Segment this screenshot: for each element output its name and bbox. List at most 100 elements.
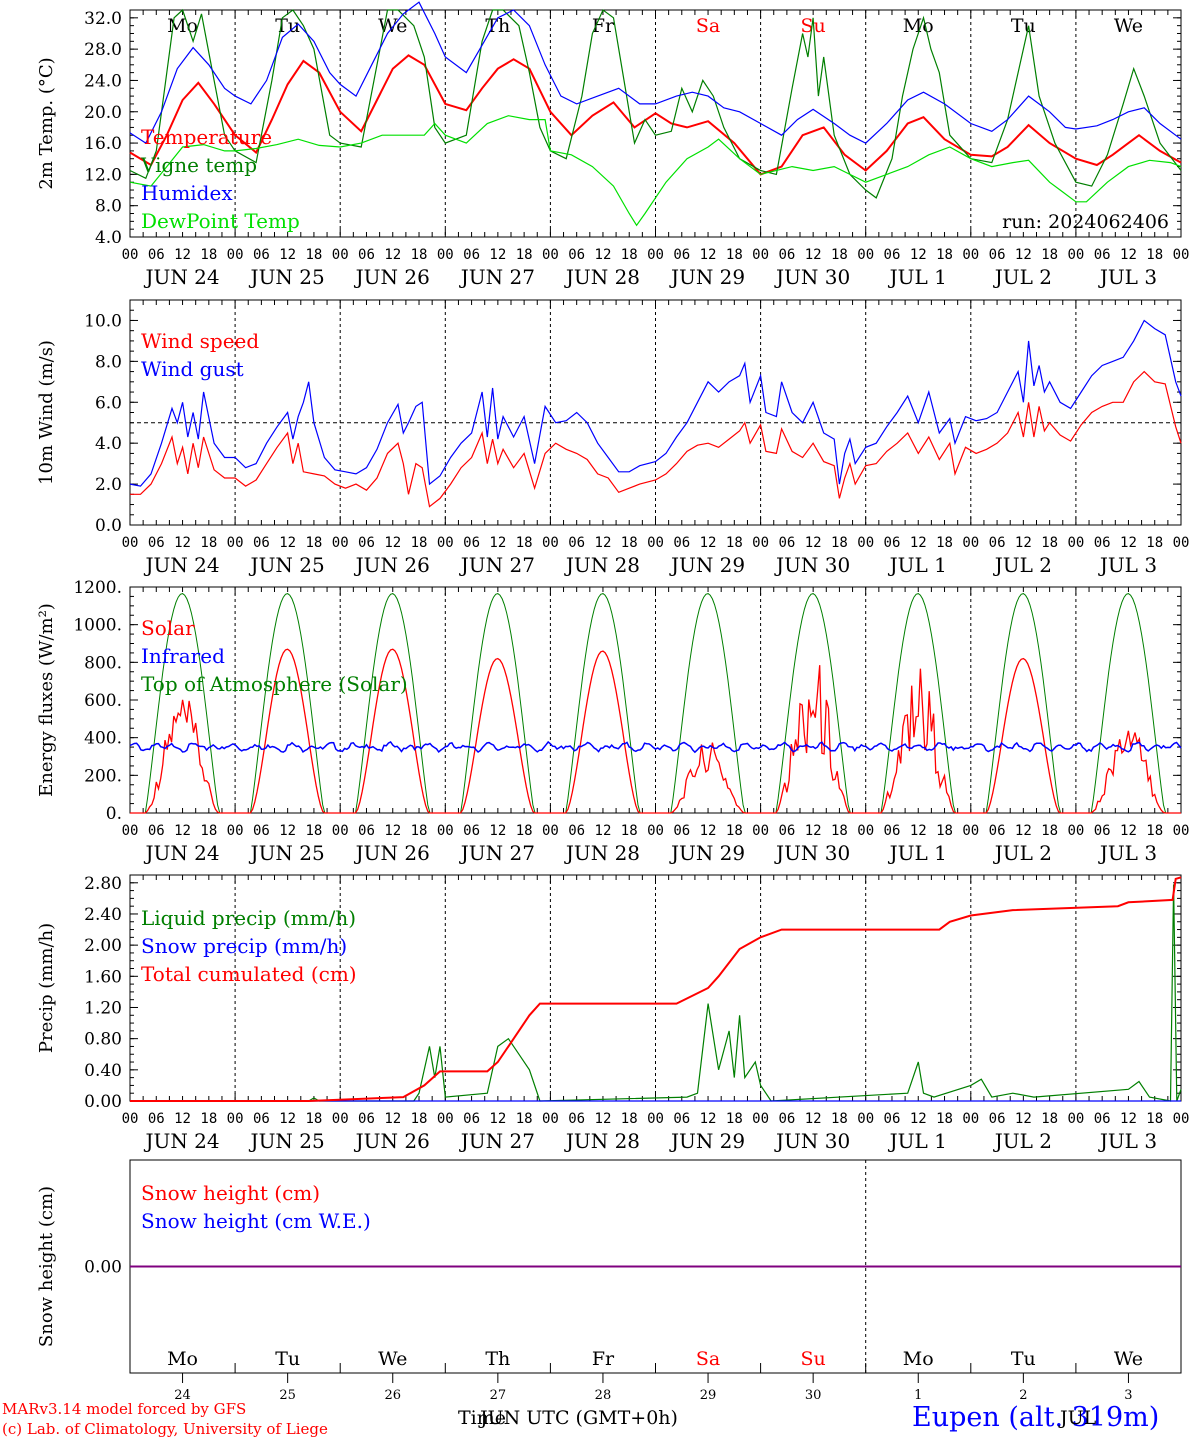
hour-tick-label: 00 [542,823,559,839]
hour-tick-label: 00 [1173,1111,1190,1127]
hour-tick-label: 18 [831,823,848,839]
hour-tick-label: 12 [489,823,506,839]
hour-tick-label: 06 [148,1111,165,1127]
hour-tick-label: 06 [884,823,901,839]
y-tick-label: 0.00 [84,1092,122,1112]
hour-tick-label: 06 [778,1111,795,1127]
y-tick-label: 20.0 [84,103,122,123]
date-label: JUN 29 [669,553,745,577]
hour-tick-label: 12 [700,535,717,551]
date-label: JUN 26 [354,1129,430,1153]
hour-tick-label: 12 [174,823,191,839]
weekday-label: Mo [903,1348,934,1370]
hour-tick-label: 12 [910,1111,927,1127]
y-tick-label: 12.0 [84,165,122,185]
hour-tick-label: 00 [647,1111,664,1127]
y-tick-label: 2.40 [84,905,122,925]
date-label: JUL 1 [888,265,947,289]
hour-tick-label: 18 [516,823,533,839]
hour-tick-label: 00 [227,247,244,263]
legend-snow-height-cm-w-e-: Snow height (cm W.E.) [141,1209,371,1233]
date-label: JUL 2 [993,265,1052,289]
legend-vigne-temp: Vigne temp [140,153,257,177]
date-label: JUL 3 [1098,265,1157,289]
date-label: JUN 26 [354,265,430,289]
hour-tick-label: 06 [673,823,690,839]
hour-tick-label: 06 [568,247,585,263]
date-label: JUN 27 [459,1129,535,1153]
hour-tick-label: 12 [910,535,927,551]
hour-tick-label: 06 [253,823,270,839]
hour-tick-label: 12 [1120,247,1137,263]
hour-tick-label: 06 [989,823,1006,839]
hour-tick-label: 06 [673,1111,690,1127]
y-tick-label: 200. [84,766,122,786]
hour-tick-label: 00 [752,1111,769,1127]
hour-tick-label: 00 [332,823,349,839]
hour-tick-label: 06 [673,535,690,551]
day-number: 29 [700,1388,717,1403]
y-tick-label: 0. [106,804,122,824]
hour-tick-label: 06 [884,247,901,263]
x-axis-subtitle: JUN UTC (GMT+0h) [480,1407,678,1429]
y-tick-label: 0.80 [84,1030,122,1050]
date-label: JUN 29 [669,1129,745,1153]
hour-tick-label: 12 [910,823,927,839]
y-tick-label: 8.0 [95,352,122,372]
hour-tick-label: 18 [831,1111,848,1127]
hour-tick-label: 12 [489,247,506,263]
hour-tick-label: 06 [253,247,270,263]
date-label: JUN 24 [143,1129,219,1153]
date-label: JUN 25 [249,553,325,577]
hour-tick-label: 12 [700,247,717,263]
hour-tick-label: 18 [831,535,848,551]
hour-tick-label: 12 [595,823,612,839]
hour-tick-label: 00 [1173,823,1190,839]
legend-wind-gust: Wind gust [141,357,244,381]
hour-tick-label: 12 [1015,1111,1032,1127]
panel-temperature: 4.0 8.0 12.0 16.0 20.0 24.0 28.0 32.0 2m Temp. (… [36,1,1189,289]
y-axis-label: Energy fluxes (W/m²) [36,603,57,797]
hour-tick-label: 18 [936,247,953,263]
y-tick-label: 2.00 [84,936,122,956]
hour-tick-label: 00 [962,823,979,839]
hour-tick-label: 00 [332,1111,349,1127]
y-tick-label: 1.20 [84,998,122,1018]
hour-tick-label: 12 [1015,823,1032,839]
hour-tick-label: 00 [227,823,244,839]
date-label: JUN 30 [774,1129,850,1153]
x-axis-title: Time [458,1407,507,1429]
hour-tick-label: 12 [384,823,401,839]
date-label: JUL 1 [888,1129,947,1153]
panel-precip: 0.00 0.40 0.80 1.20 1.60 2.00 2.40 2.80 Precip (… [36,874,1189,1153]
hour-tick-label: 06 [253,535,270,551]
hour-tick-label: 18 [305,535,322,551]
date-label: JUN 24 [143,841,219,865]
hour-tick-label: 00 [857,1111,874,1127]
hour-tick-label: 18 [726,1111,743,1127]
series-humidex [129,1,1182,144]
hour-tick-label: 00 [962,247,979,263]
y-tick-label: 0.40 [84,1061,122,1081]
hour-tick-label: 06 [463,823,480,839]
weekday-label: Th [485,15,510,37]
hour-tick-label: 12 [279,247,296,263]
hour-tick-label: 12 [1015,247,1032,263]
hour-tick-label: 12 [384,535,401,551]
hour-tick-label: 12 [384,1111,401,1127]
hour-tick-label: 00 [1067,535,1084,551]
hour-tick-label: 12 [700,1111,717,1127]
hour-tick-label: 18 [1041,535,1058,551]
date-label: JUN 27 [459,265,535,289]
hour-tick-label: 18 [621,247,638,263]
hour-tick-label: 18 [621,535,638,551]
hour-tick-label: 06 [989,535,1006,551]
hour-tick-label: 00 [122,535,139,551]
hour-tick-label: 00 [227,535,244,551]
y-axis-label: 2m Temp. (°C) [36,57,57,189]
hour-tick-label: 06 [1094,1111,1111,1127]
y-tick-label: 32.0 [84,9,122,29]
date-label: JUL 3 [1098,1129,1157,1153]
legend-infrared: Infrared [141,644,225,668]
